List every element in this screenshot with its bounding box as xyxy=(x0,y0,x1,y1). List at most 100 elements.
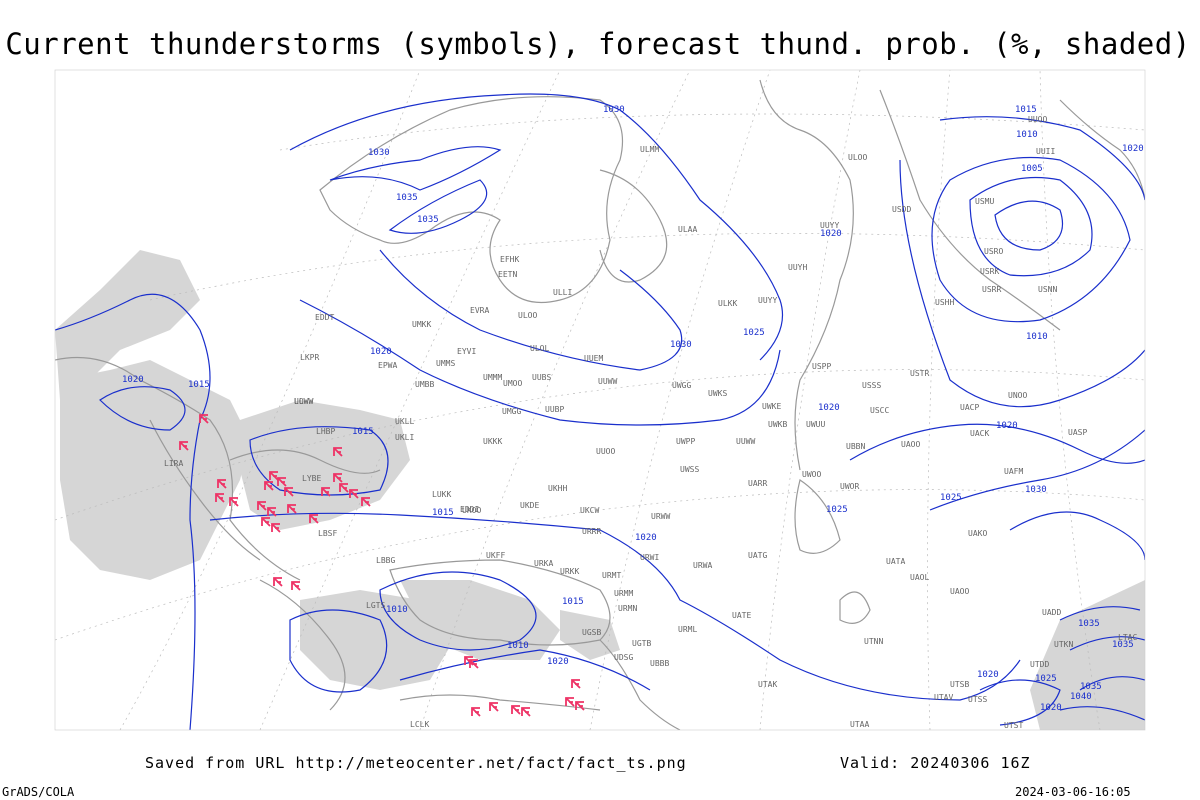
station-label: UWKE xyxy=(762,402,781,411)
station-label: UMOO xyxy=(503,379,522,388)
station-label: ULLI xyxy=(553,288,572,297)
station-label: UMMM xyxy=(483,373,502,382)
station-label: UWSS xyxy=(680,465,699,474)
station-label: UGSB xyxy=(582,628,601,637)
station-label: UWKS xyxy=(708,389,727,398)
station-label: UKDE xyxy=(520,501,539,510)
map-title: Current thunderstorms (symbols), forecas… xyxy=(5,27,1190,61)
station-label: UBBB xyxy=(650,659,669,668)
station-label: UATE xyxy=(732,611,751,620)
station-label: UUEM xyxy=(584,354,603,363)
station-label: UUOO xyxy=(1028,115,1047,124)
thunderstorm-symbol xyxy=(291,581,301,591)
station-label: UUYY xyxy=(820,221,839,230)
station-label: EYVI xyxy=(457,347,476,356)
station-label: ULAA xyxy=(678,225,697,234)
thunderstorm-symbol xyxy=(261,517,271,527)
isobar-label: 1030 xyxy=(603,105,625,115)
isobar-label: 1005 xyxy=(1021,164,1043,174)
station-label: UAOO xyxy=(901,440,920,449)
isobar-label: 1020 xyxy=(818,403,840,413)
station-label: LUKK xyxy=(432,490,451,499)
thunderstorm-symbol xyxy=(229,497,239,507)
timestamp: 2024-03-06-16:05 xyxy=(1015,785,1131,799)
station-label: UMKK xyxy=(412,320,431,329)
station-label: UTSB xyxy=(950,680,969,689)
isobar-label: 1020 xyxy=(1040,703,1062,713)
station-label: EETN xyxy=(498,270,517,279)
station-label: UUBS xyxy=(532,373,551,382)
isobar-label: 1025 xyxy=(940,493,962,503)
thunderstorm-symbol xyxy=(215,493,225,503)
station-label: UTDD xyxy=(1030,660,1049,669)
thunderstorm-symbol xyxy=(361,497,371,507)
station-label: UGTB xyxy=(632,639,651,648)
station-label: LGTS xyxy=(366,601,385,610)
thunderstorm-symbol xyxy=(287,504,297,514)
thunderstorm-symbol xyxy=(575,701,585,711)
isobar-label: 1015 xyxy=(188,380,210,390)
station-label: UADD xyxy=(1042,608,1061,617)
station-label: LYBE xyxy=(302,474,321,483)
station-label: URKK xyxy=(560,567,579,576)
thunderstorm-symbol xyxy=(458,731,466,739)
station-label: LKPR xyxy=(300,353,319,362)
station-label: UDSG xyxy=(614,653,633,662)
station-label: USDD xyxy=(892,205,911,214)
thunderstorm-symbol xyxy=(349,489,359,499)
thunderstorm-symbol xyxy=(257,501,267,511)
station-label: URML xyxy=(678,625,697,634)
station-label: LHBP xyxy=(316,427,335,436)
station-label: UARR xyxy=(748,479,767,488)
station-label: UBBN xyxy=(846,442,865,451)
station-label: USTR xyxy=(910,369,929,378)
station-label: USRO xyxy=(984,247,1003,256)
station-label: LBBG xyxy=(376,556,395,565)
station-label: USHH xyxy=(935,298,954,307)
station-label: EPWA xyxy=(378,361,397,370)
station-label: UTST xyxy=(1004,721,1023,730)
station-label: UTSS xyxy=(968,695,987,704)
station-label: UACK xyxy=(970,429,989,438)
isobar-label: 1020 xyxy=(635,533,657,543)
station-label: ULMM xyxy=(640,145,659,154)
thunderstorm-symbol xyxy=(511,705,521,715)
isobar-label: 1035 xyxy=(396,193,418,203)
station-label: UWOO xyxy=(802,470,821,479)
isobar-label: 1020 xyxy=(977,670,999,680)
station-label: UUOO xyxy=(596,447,615,456)
station-label: UKCW xyxy=(580,506,599,515)
thunderstorm-symbol xyxy=(179,441,189,451)
station-label: ULKK xyxy=(718,299,737,308)
station-label: URMT xyxy=(602,571,621,580)
station-label: UWOR xyxy=(840,482,859,491)
thunderstorm-symbol xyxy=(571,679,581,689)
thunderstorm-symbol xyxy=(469,659,479,669)
station-label: EFHK xyxy=(500,255,519,264)
station-label: UAOL xyxy=(910,573,929,582)
thunderstorm-symbol xyxy=(333,473,343,483)
station-label: UUII xyxy=(1036,147,1055,156)
station-label: EDDI xyxy=(460,505,479,514)
station-label: EVRA xyxy=(470,306,489,315)
thunderstorm-symbol xyxy=(521,707,531,717)
station-label: UUBP xyxy=(545,405,564,414)
station-label: UTNN xyxy=(864,637,883,646)
station-label: UKHH xyxy=(548,484,567,493)
station-label: UAFM xyxy=(1004,467,1023,476)
station-label: UTAA xyxy=(850,720,869,729)
isobar-label: 1010 xyxy=(1016,130,1038,140)
source-url: Saved from URL http://meteocenter.net/fa… xyxy=(145,754,687,772)
thunderstorm-symbol xyxy=(199,414,209,424)
station-label: UAKO xyxy=(968,529,987,538)
isobar-label: 1040 xyxy=(1070,692,1092,702)
station-label: UWUU xyxy=(806,420,825,429)
station-label: LBSF xyxy=(318,529,337,538)
thunderstorm-symbol xyxy=(267,507,277,517)
isobar-label: 1030 xyxy=(368,148,390,158)
station-label: EDDT xyxy=(315,313,334,322)
isobars xyxy=(55,93,1145,730)
station-label: UMGG xyxy=(502,407,521,416)
isobar-label: 1025 xyxy=(1035,674,1057,684)
